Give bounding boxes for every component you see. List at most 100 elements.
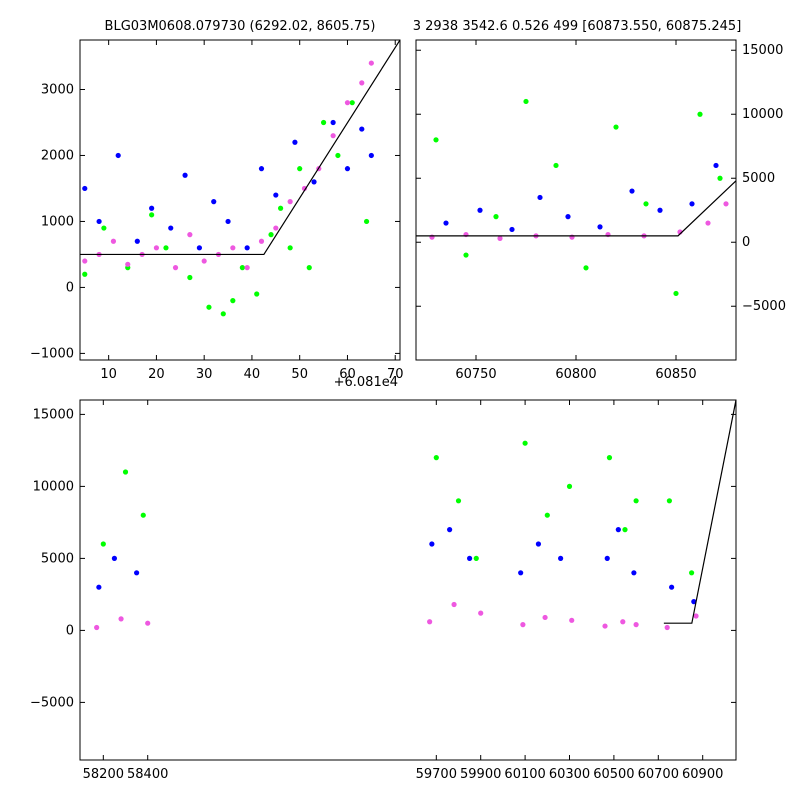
green-data-point	[206, 304, 212, 310]
pink-data-point	[118, 616, 124, 622]
blue-data-point	[330, 119, 336, 126]
mid-panel: 60750 60800 60850 −5000 0 5000 10000 15000	[415, 39, 786, 382]
pink-data-point	[451, 601, 457, 608]
green-data-point	[463, 252, 469, 258]
green-data-point	[335, 152, 341, 159]
pink-data-point	[125, 261, 131, 267]
blue-data-point	[597, 224, 603, 230]
plot-area	[80, 40, 400, 317]
pink-data-point	[705, 220, 711, 226]
pink-data-point	[258, 238, 265, 244]
green-data-point	[522, 440, 528, 446]
pink-data-point	[244, 265, 250, 271]
plot-area	[416, 98, 736, 297]
green-data-point	[455, 498, 462, 504]
green-data-point	[101, 225, 107, 231]
blue-data-point	[537, 194, 543, 201]
x-tick-label: 60800	[555, 367, 596, 382]
blue-data-point	[225, 218, 231, 225]
green-data-point	[140, 512, 146, 518]
green-data-point	[122, 469, 129, 475]
y-tick-label: 5000	[41, 551, 74, 566]
pink-data-point	[693, 613, 699, 619]
blue-data-point	[509, 226, 515, 233]
blue-data-point	[211, 199, 217, 205]
pink-data-point	[602, 623, 608, 629]
green-data-point	[287, 245, 293, 251]
x-tick-label: 60300	[549, 767, 590, 782]
blue-data-point	[311, 179, 317, 185]
blue-data-point	[82, 185, 88, 192]
pink-data-point	[287, 199, 293, 205]
blue-data-point	[615, 527, 621, 533]
x-tick-label: 60	[339, 367, 356, 382]
pink-data-point	[569, 617, 575, 623]
blue-data-point	[168, 225, 174, 231]
pink-data-point	[153, 245, 160, 251]
pink-data-point	[664, 624, 670, 631]
pink-data-point	[330, 133, 336, 139]
blue-data-point	[689, 201, 695, 207]
blue-data-point	[565, 214, 571, 220]
blue-data-point	[368, 152, 374, 159]
blue-data-point	[258, 166, 265, 172]
blue-data-point	[691, 599, 697, 605]
x-tick-label: 50	[291, 367, 308, 382]
blue-data-point	[477, 207, 483, 213]
blue-data-point	[96, 584, 102, 590]
x-tick-label: 58400	[127, 767, 168, 782]
blue-data-point	[111, 555, 118, 562]
green-data-point	[473, 555, 479, 562]
blue-data-point	[604, 555, 610, 562]
plot-frame	[79, 399, 737, 761]
green-data-point	[100, 541, 106, 547]
x-offset-label: +6.081e4	[334, 375, 398, 390]
y-tick-label: 0	[742, 235, 750, 250]
pink-data-point	[368, 60, 374, 66]
pink-data-point	[427, 619, 433, 625]
blue-data-point	[467, 555, 473, 562]
pink-data-point	[230, 245, 236, 251]
green-data-point	[306, 265, 312, 271]
model-line	[416, 180, 736, 237]
green-data-point	[633, 498, 639, 504]
y-tick-label: 15000	[742, 43, 783, 58]
green-data-point	[254, 291, 260, 297]
plot-frame	[415, 39, 737, 361]
model-line	[663, 400, 736, 624]
blue-data-point	[344, 166, 351, 172]
plot-frame	[79, 39, 401, 361]
green-data-point	[268, 232, 274, 238]
green-data-point	[523, 98, 529, 105]
pink-data-point	[82, 258, 88, 264]
pink-data-point	[633, 622, 639, 628]
green-data-point	[622, 527, 628, 533]
pink-data-point	[344, 100, 351, 106]
x-tick-label: 60500	[593, 767, 634, 782]
pink-data-point	[94, 624, 100, 631]
blue-data-point	[443, 220, 449, 226]
pink-data-point	[723, 201, 729, 207]
blue-data-point	[558, 555, 564, 562]
blue-data-point	[631, 570, 637, 576]
blue-data-point	[292, 139, 298, 145]
x-tick-label: 40	[244, 367, 261, 382]
model-line	[80, 40, 400, 256]
green-data-point	[163, 245, 169, 251]
blue-data-point	[196, 245, 203, 251]
plot-area	[94, 400, 736, 631]
x-tick-label: 60900	[682, 767, 723, 782]
green-data-point	[230, 298, 236, 304]
y-tick-label: 10000	[742, 107, 783, 122]
pink-data-point	[497, 235, 503, 241]
y-tick-label: −1000	[30, 346, 74, 361]
blue-data-point	[244, 245, 250, 251]
y-tick-label: 5000	[742, 171, 775, 186]
x-tick-label: 10	[100, 367, 117, 382]
blue-data-point	[657, 207, 663, 213]
blue-data-point	[182, 172, 188, 178]
x-tick-label: 60100	[504, 767, 545, 782]
blue-data-point	[134, 570, 140, 576]
green-data-point	[613, 124, 619, 130]
x-tick-label: 70	[387, 367, 404, 382]
